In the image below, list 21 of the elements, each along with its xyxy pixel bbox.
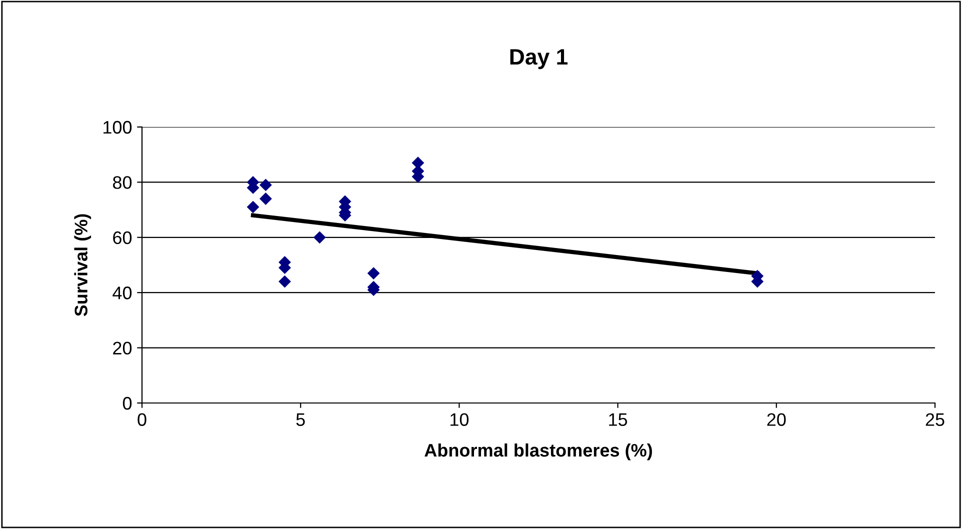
y-tick-label: 80 <box>112 176 132 189</box>
point <box>259 192 272 205</box>
x-tick-label: 20 <box>767 413 786 426</box>
x-tick-label: 0 <box>138 413 146 426</box>
y-tick-label: 40 <box>112 286 132 300</box>
y-tick-label: 100 <box>104 120 132 134</box>
point <box>246 200 260 214</box>
point <box>313 231 326 244</box>
point <box>367 267 380 280</box>
chart-title: Day 1 <box>510 49 568 70</box>
x-axis-title: Abnormal blastomeres (%) <box>424 443 652 460</box>
x-tick-label: 15 <box>609 413 628 426</box>
y-tick-label: 60 <box>113 231 132 244</box>
point <box>259 178 272 192</box>
x-tick-label: 5 <box>296 413 305 426</box>
point <box>278 275 291 288</box>
y-tick-label: 0 <box>122 396 132 410</box>
x-tick-label: 10 <box>450 413 469 426</box>
y-tick-label: 20 <box>113 342 132 355</box>
y-axis-title: Survival (%) <box>74 214 92 316</box>
x-tick-label: 25 <box>926 413 944 426</box>
